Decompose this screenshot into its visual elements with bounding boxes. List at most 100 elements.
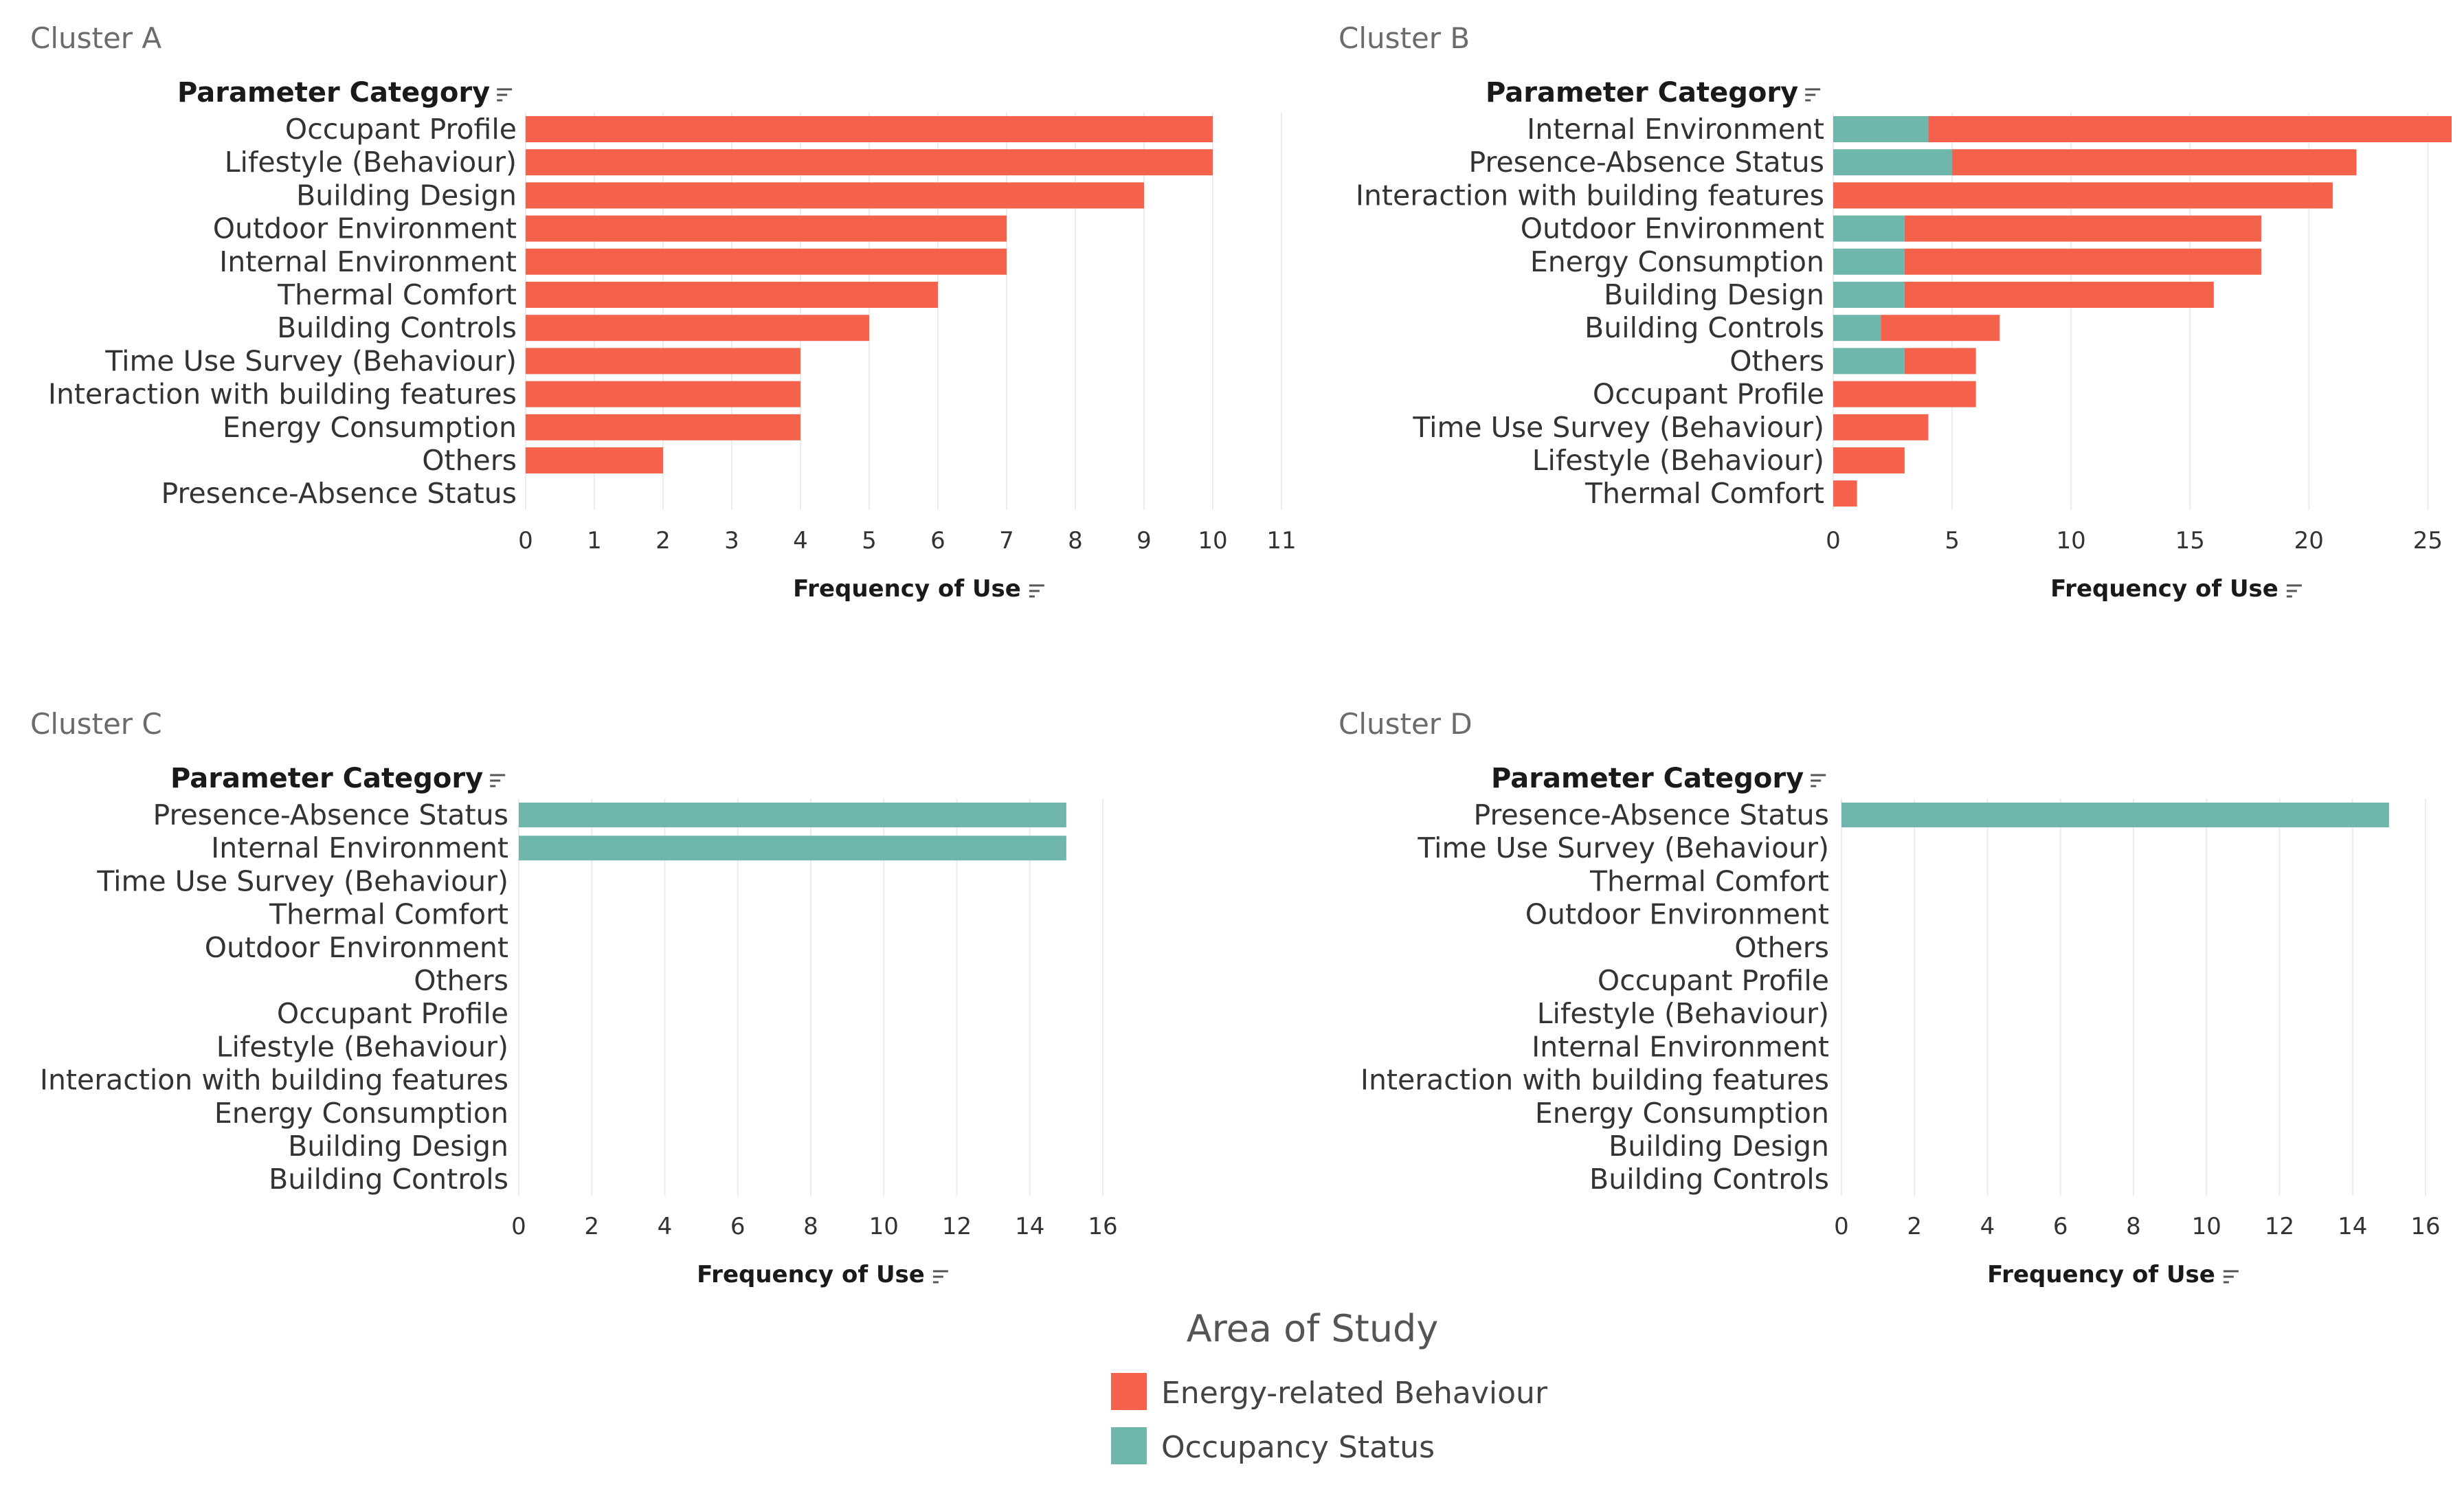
cluster-c-label-building-design: Building Design [288, 1130, 508, 1163]
cluster-c-tick-label: 4 [658, 1213, 673, 1240]
cluster-b-bar-lifestyle-behaviour-energy-related-behaviour [1833, 447, 1905, 473]
cluster-c-label-lifestyle-behaviour: Lifestyle (Behaviour) [216, 1030, 508, 1063]
cluster-c-tick-label: 6 [730, 1213, 746, 1240]
cluster-c-label-energy-consumption: Energy Consumption [214, 1097, 508, 1130]
cluster-b-label-internal-environment: Internal Environment [1527, 113, 1824, 146]
cluster-b-label-time-use-survey-behaviour: Time Use Survey (Behaviour) [1412, 411, 1824, 444]
cluster-d-chart: Cluster D Parameter Category Presence-Abse… [1339, 707, 2441, 1288]
cluster-b-tick-label: 15 [2175, 527, 2205, 555]
cluster-a-bar-time-use-survey-behaviour-energy-related-behaviour [526, 348, 800, 374]
cluster-a-label-building-controls: Building Controls [277, 311, 517, 344]
cluster-b-bar-internal-environment-energy-related-behaviour [1928, 116, 2452, 142]
cluster-a-tick-label: 8 [1068, 527, 1083, 555]
cluster-a-category-sort-icon[interactable] [497, 88, 513, 102]
legend: Area of Study Energy-related Behaviour O… [1111, 1307, 1548, 1465]
cluster-c-bar-presence-absence-status-occupancy-status [519, 803, 1066, 827]
cluster-a-bar-internal-environment-energy-related-behaviour [526, 248, 1007, 275]
cluster-b-tick-label: 0 [1826, 527, 1841, 555]
cluster-b-bar-presence-absence-status-energy-related-behaviour [1952, 149, 2357, 176]
legend-label-energy-related-behaviour: Energy-related Behaviour [1161, 1376, 1548, 1411]
cluster-b-label-interaction-with-building-features: Interaction with building features [1356, 179, 1824, 212]
cluster-a-tick-label: 5 [862, 527, 877, 555]
cluster-b-bar-occupant-profile-energy-related-behaviour [1833, 381, 1976, 407]
cluster-b-tick-label: 5 [1945, 527, 1960, 555]
cluster-d-axis-sort-icon[interactable] [2223, 1270, 2239, 1284]
legend-swatch-occupancy-status [1111, 1427, 1147, 1464]
cluster-c-tick-label: 2 [584, 1213, 599, 1240]
cluster-c-bar-internal-environment-occupancy-status [519, 836, 1066, 861]
cluster-d-label-energy-consumption: Energy Consumption [1535, 1097, 1829, 1130]
cluster-a-label-thermal-comfort: Thermal Comfort [277, 278, 517, 311]
legend-label-occupancy-status: Occupancy Status [1161, 1430, 1435, 1465]
cluster-a-bar-outdoor-environment-energy-related-behaviour [526, 215, 1007, 242]
cluster-d-tick-label: 6 [2053, 1213, 2068, 1240]
cluster-c-label-interaction-with-building-features: Interaction with building features [40, 1064, 508, 1097]
cluster-c-label-occupant-profile: Occupant Profile [277, 997, 508, 1030]
cluster-d-tick-label: 12 [2265, 1213, 2294, 1240]
cluster-d-label-internal-environment: Internal Environment [1532, 1030, 1829, 1063]
cluster-a-tick-label: 6 [930, 527, 945, 555]
cluster-b-category-sort-icon[interactable] [1805, 88, 1821, 102]
cluster-d-label-outdoor-environment: Outdoor Environment [1525, 898, 1829, 931]
cluster-b-chart: Cluster B Parameter Category Internal Envi… [1339, 21, 2452, 603]
cluster-d-category-sort-icon[interactable] [1811, 774, 1826, 787]
cluster-d-tick-label: 8 [2126, 1213, 2141, 1240]
cluster-d-bar-presence-absence-status-occupancy-status [1841, 803, 2389, 827]
cluster-c-label-presence-absence-status: Presence-Absence Status [153, 798, 508, 831]
cluster-a-tick-label: 10 [1198, 527, 1227, 555]
cluster-d-title: Cluster D [1339, 707, 1472, 741]
cluster-b-label-building-controls: Building Controls [1584, 311, 1824, 344]
cluster-a-tick-label: 4 [793, 527, 808, 555]
cluster-a-axis-sort-icon[interactable] [1029, 584, 1044, 598]
cluster-c-axis-sort-icon[interactable] [932, 1270, 948, 1284]
cluster-c-label-time-use-survey-behaviour: Time Use Survey (Behaviour) [96, 864, 508, 897]
cluster-b-label-lifestyle-behaviour: Lifestyle (Behaviour) [1532, 444, 1824, 477]
cluster-b-bar-outdoor-environment-energy-related-behaviour [1904, 215, 2262, 242]
cluster-a-label-occupant-profile: Occupant Profile [285, 113, 517, 146]
cluster-d-label-thermal-comfort: Thermal Comfort [1589, 864, 1829, 897]
cluster-d-tick-label: 10 [2192, 1213, 2221, 1240]
cluster-b-tick-label: 25 [2413, 527, 2443, 555]
cluster-c-category-header: Parameter Category [170, 763, 483, 794]
cluster-c-tick-label: 10 [869, 1213, 899, 1240]
cluster-d-label-building-design: Building Design [1609, 1130, 1829, 1163]
cluster-d-category-header: Parameter Category [1491, 763, 1804, 794]
cluster-a-tick-label: 2 [656, 527, 671, 555]
cluster-d-label-occupant-profile: Occupant Profile [1598, 964, 1829, 997]
cluster-a-label-lifestyle-behaviour: Lifestyle (Behaviour) [225, 146, 517, 179]
cluster-c-tick-label: 12 [942, 1213, 972, 1240]
cluster-a-bar-building-controls-energy-related-behaviour [526, 315, 869, 342]
cluster-c-label-internal-environment: Internal Environment [211, 831, 508, 864]
cluster-b-bar-building-controls-occupancy-status [1833, 315, 1881, 342]
cluster-c-tick-label: 0 [511, 1213, 526, 1240]
cluster-b-axis-sort-icon[interactable] [2286, 584, 2302, 598]
cluster-b-tick-label: 20 [2294, 527, 2324, 555]
cluster-c-category-sort-icon[interactable] [490, 774, 506, 787]
cluster-b-label-outdoor-environment: Outdoor Environment [1521, 212, 1824, 245]
cluster-a-tick-label: 11 [1266, 527, 1296, 555]
cluster-a-axis-title: Frequency of Use [793, 575, 1021, 603]
legend-swatch-energy-related-behaviour [1111, 1373, 1147, 1410]
cluster-d-tick-label: 16 [2410, 1213, 2440, 1240]
cluster-b-bar-energy-consumption-occupancy-status [1833, 248, 1905, 275]
chart-panels: Cluster A Parameter Category Occupant Prof… [30, 21, 2452, 1288]
cluster-d-label-interaction-with-building-features: Interaction with building features [1360, 1064, 1829, 1097]
cluster-b-title: Cluster B [1339, 21, 1470, 55]
cluster-b-label-energy-consumption: Energy Consumption [1530, 245, 1824, 278]
cluster-a-label-time-use-survey-behaviour: Time Use Survey (Behaviour) [104, 344, 517, 377]
cluster-a-tick-label: 3 [724, 527, 739, 555]
cluster-b-bar-presence-absence-status-occupancy-status [1833, 149, 1953, 176]
cluster-a-tick-label: 9 [1136, 527, 1152, 555]
cluster-d-tick-label: 2 [1907, 1213, 1922, 1240]
cluster-c-chart: Cluster C Parameter Category Presence-Abse… [30, 707, 1118, 1288]
cluster-c-tick-label: 16 [1088, 1213, 1117, 1240]
cluster-c-label-thermal-comfort: Thermal Comfort [269, 898, 508, 931]
cluster-a-label-interaction-with-building-features: Interaction with building features [48, 378, 517, 411]
cluster-a-label-energy-consumption: Energy Consumption [223, 411, 517, 444]
cluster-b-bar-others-occupancy-status [1833, 348, 1905, 374]
cluster-b-bar-internal-environment-occupancy-status [1833, 116, 1929, 142]
cluster-a-label-outdoor-environment: Outdoor Environment [213, 212, 517, 245]
cluster-d-label-building-controls: Building Controls [1589, 1163, 1829, 1196]
cluster-a-tick-label: 0 [518, 527, 533, 555]
